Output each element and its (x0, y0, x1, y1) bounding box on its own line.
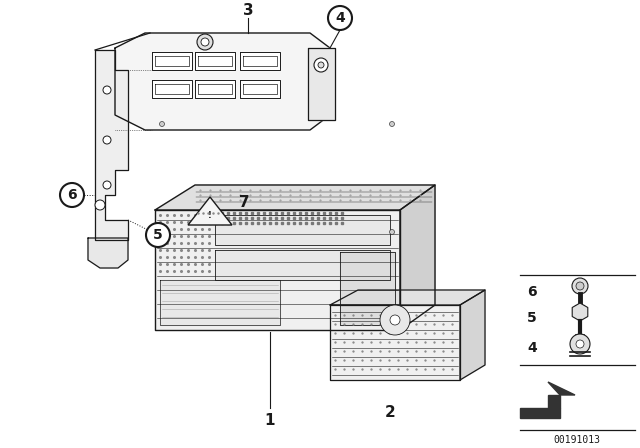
Circle shape (328, 6, 352, 30)
Circle shape (159, 121, 164, 126)
Polygon shape (240, 80, 280, 98)
Polygon shape (152, 52, 192, 70)
Polygon shape (152, 80, 192, 98)
Polygon shape (88, 238, 128, 268)
Polygon shape (95, 50, 128, 240)
Circle shape (201, 38, 209, 46)
Circle shape (103, 181, 111, 189)
Polygon shape (155, 185, 435, 210)
Text: 7: 7 (239, 194, 250, 210)
Polygon shape (330, 290, 485, 305)
Text: 1: 1 (265, 413, 275, 427)
Circle shape (159, 229, 164, 234)
Circle shape (390, 229, 394, 234)
Text: 5: 5 (527, 311, 537, 325)
Circle shape (314, 58, 328, 72)
Circle shape (390, 315, 400, 325)
Circle shape (570, 334, 590, 354)
Text: 3: 3 (243, 3, 253, 17)
Circle shape (103, 86, 111, 94)
Polygon shape (340, 252, 395, 325)
Text: !: ! (208, 211, 212, 220)
Polygon shape (308, 48, 335, 120)
Text: 5: 5 (153, 228, 163, 242)
Circle shape (103, 136, 111, 144)
Polygon shape (400, 185, 435, 330)
Text: 00191013: 00191013 (554, 435, 600, 445)
Text: 6: 6 (67, 188, 77, 202)
Circle shape (572, 278, 588, 294)
Polygon shape (188, 197, 232, 225)
Polygon shape (548, 382, 575, 395)
Circle shape (390, 121, 394, 126)
Circle shape (95, 200, 105, 210)
Circle shape (576, 340, 584, 348)
Polygon shape (215, 215, 390, 245)
Text: 2: 2 (385, 405, 396, 419)
Polygon shape (115, 33, 330, 130)
Polygon shape (195, 52, 235, 70)
Polygon shape (572, 303, 588, 321)
Text: 4: 4 (527, 341, 537, 355)
Circle shape (576, 282, 584, 290)
Circle shape (146, 223, 170, 247)
Polygon shape (520, 408, 560, 418)
Circle shape (60, 183, 84, 207)
Polygon shape (215, 250, 390, 280)
Polygon shape (155, 210, 400, 330)
Circle shape (197, 34, 213, 50)
Circle shape (380, 305, 410, 335)
Polygon shape (548, 395, 560, 408)
Polygon shape (330, 305, 460, 380)
Text: 6: 6 (527, 285, 537, 299)
Circle shape (318, 62, 324, 68)
Polygon shape (195, 80, 235, 98)
Polygon shape (160, 280, 280, 325)
Polygon shape (460, 290, 485, 380)
Polygon shape (240, 52, 280, 70)
Text: 4: 4 (335, 11, 345, 25)
